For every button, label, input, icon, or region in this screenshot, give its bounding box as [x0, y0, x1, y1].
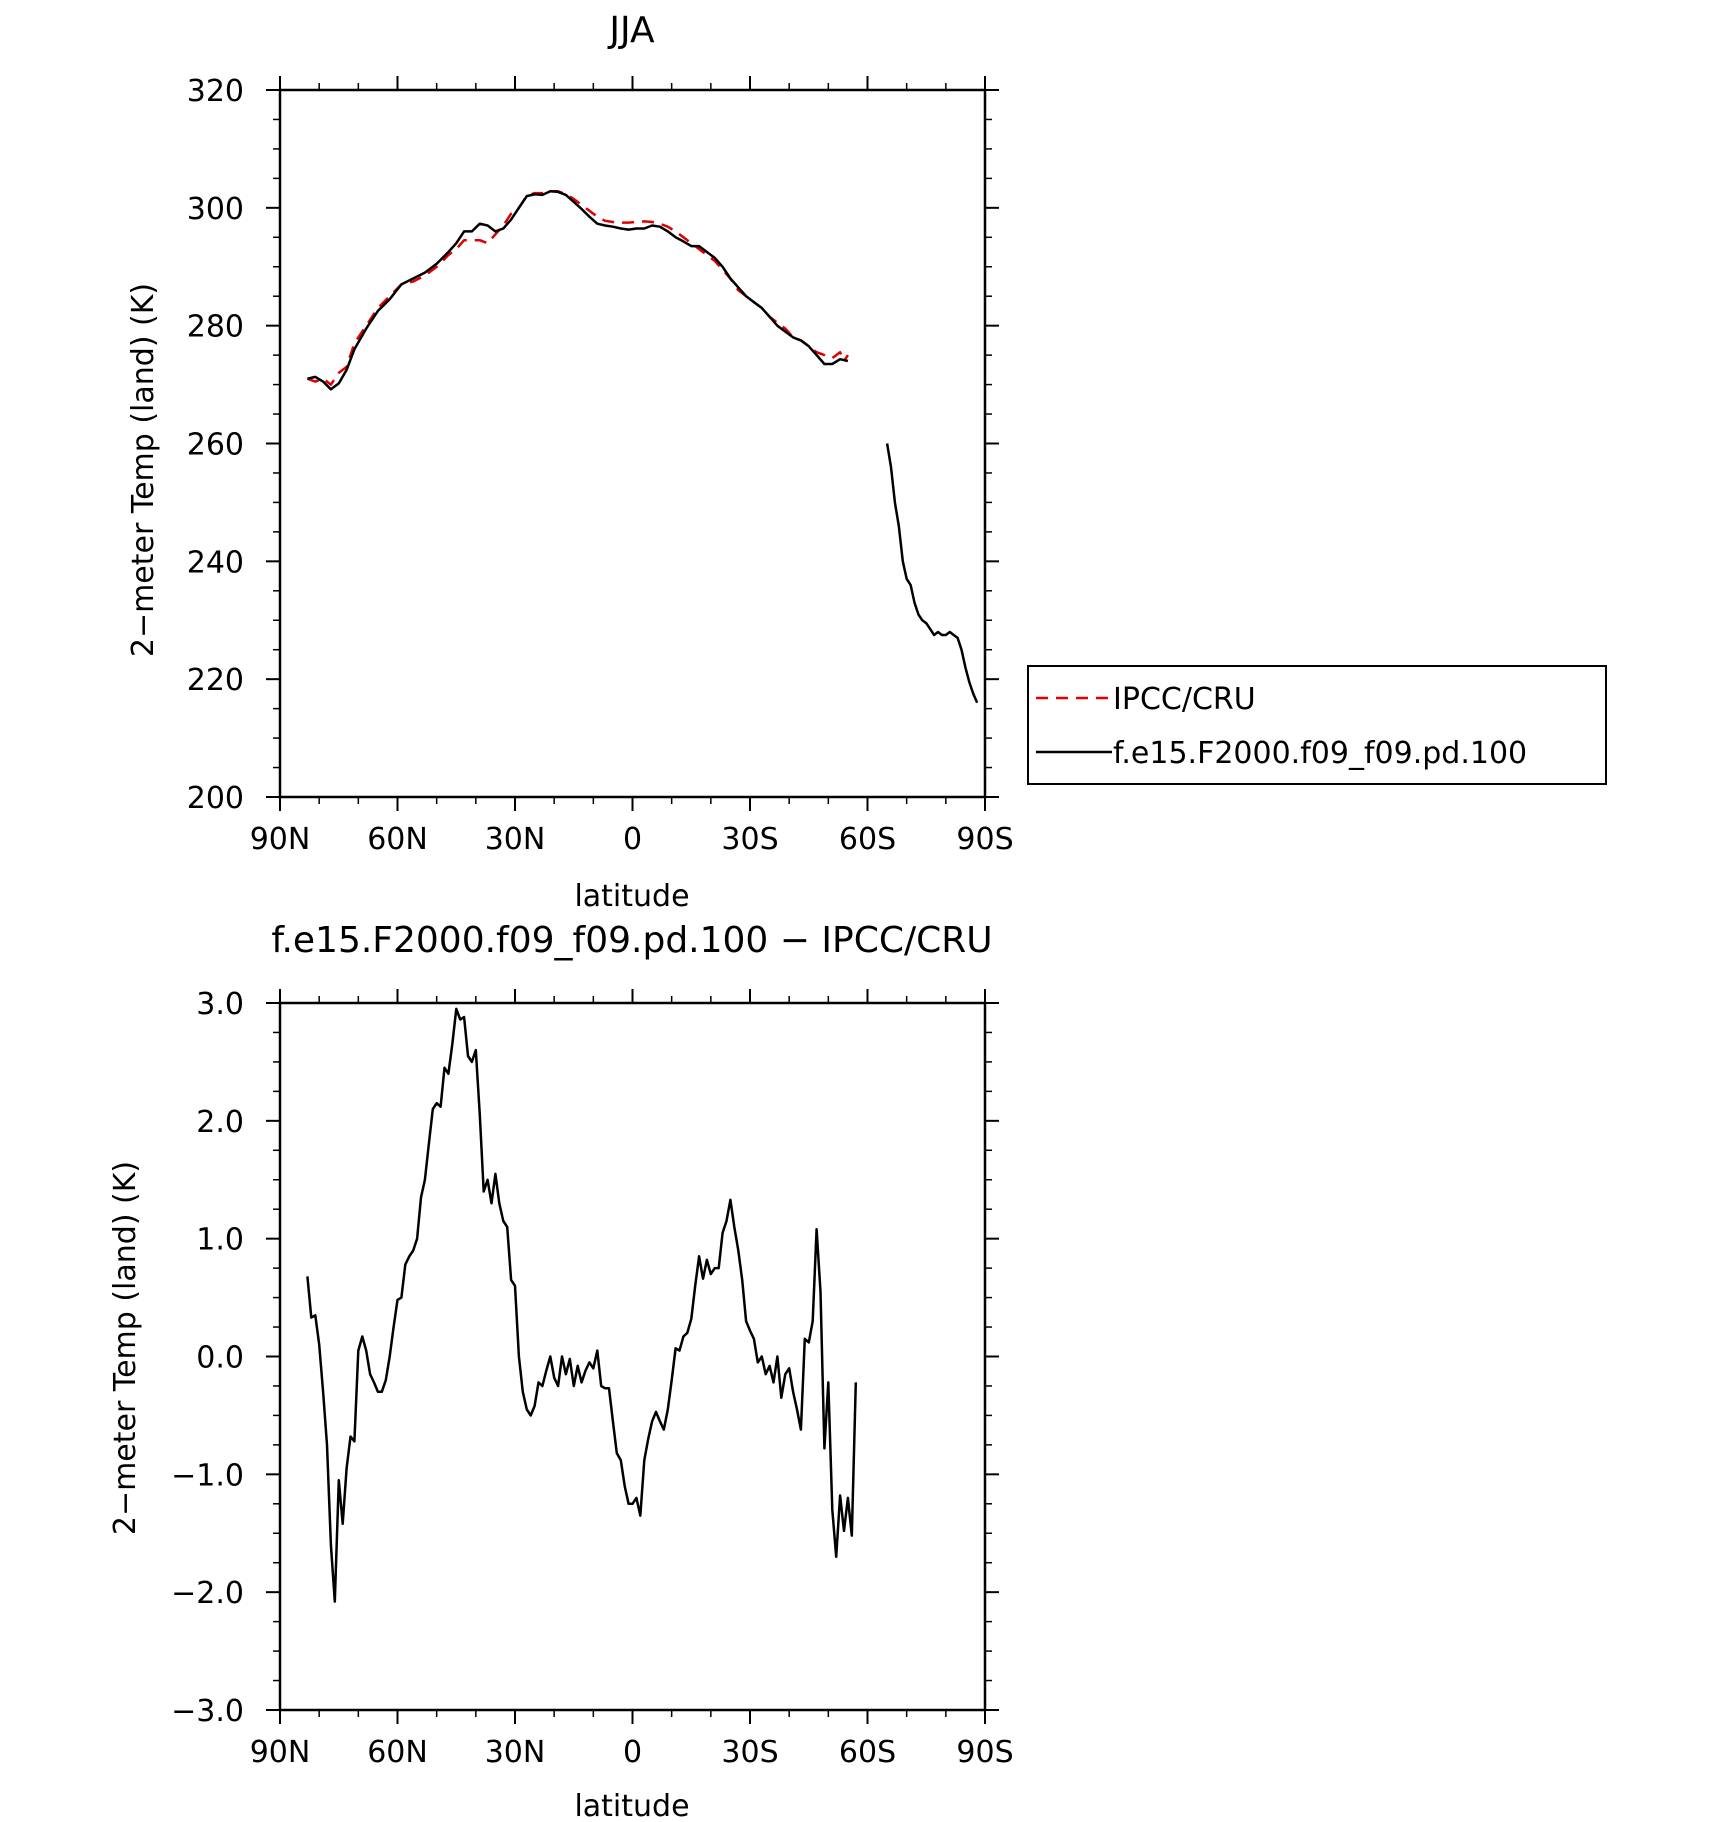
top-y-axis-title: 2−meter Temp (land) (K)	[126, 283, 161, 657]
top-x-tick-label: 60N	[367, 822, 428, 857]
bottom-x-tick-label: 0	[623, 1735, 642, 1770]
top-series-1-segment-0	[307, 190, 849, 391]
top-x-tick-label: 0	[623, 822, 642, 857]
bottom-y-axis-title: 2−meter Temp (land) (K)	[108, 1161, 143, 1535]
top-series-1-segment-1	[885, 443, 979, 704]
bottom-x-tick-label: 30S	[721, 1735, 778, 1770]
bottom-y-tick-label: 3.0	[196, 987, 244, 1022]
legend-box	[1027, 665, 1607, 785]
bottom-y-tick-label: 1.0	[196, 1223, 244, 1258]
bottom-x-tick-label: 90N	[250, 1735, 311, 1770]
top-x-tick-label: 30S	[721, 822, 778, 857]
top-x-tick-label: 90S	[956, 822, 1013, 857]
bottom-series-layer	[306, 1007, 858, 1603]
top-y-tick-label: 220	[187, 663, 244, 698]
bottom-y-tick-label: 0.0	[196, 1341, 244, 1376]
top-axes-layer: 90N 60N 30N 0 30S 60S 90S 200 220 240 260 280 300 320	[187, 74, 1014, 857]
bottom-x-axis-title: latitude	[574, 1789, 689, 1822]
bottom-x-tick-label: 30N	[485, 1735, 546, 1770]
legend: IPCC/CRU f.e15.F2000.f09_f09.pd.100	[1027, 665, 1607, 785]
top-x-tick-label: 30N	[485, 822, 546, 857]
top-series-layer	[306, 190, 979, 704]
top-y-tick-label: 240	[187, 545, 244, 580]
bottom-y-tick-label: −1.0	[171, 1458, 244, 1493]
bottom-y-tick-label: −3.0	[171, 1694, 244, 1729]
bottom-axes-layer: 90N 60N 30N 0 30S 60S 90S −3.0 −2.0 −1.0 0.0 1.0 2.0…	[171, 987, 1013, 1770]
top-y-tick-label: 320	[187, 74, 244, 109]
top-x-axis-title: latitude	[574, 879, 689, 914]
top-series-0-segment-0	[306, 190, 849, 386]
bottom-x-tick-label: 60N	[367, 1735, 428, 1770]
top-y-tick-label: 200	[187, 781, 244, 816]
legend-label-model: f.e15.F2000.f09_f09.pd.100	[1113, 736, 1527, 771]
legend-label-ipcc-cru: IPCC/CRU	[1113, 682, 1256, 717]
bottom-plot-frame	[278, 1001, 987, 1712]
top-y-tick-label: 260	[187, 428, 244, 463]
top-plot-title: JJA	[607, 10, 655, 51]
bottom-series-0-segment-0	[306, 1007, 858, 1603]
top-panel: JJA 90N 60N 30N 0 30S 60S 90S 200 220 240 260 280 30…	[126, 10, 1014, 914]
bottom-y-tick-label: −2.0	[171, 1576, 244, 1611]
top-y-tick-label: 300	[187, 192, 244, 227]
top-y-tick-label: 280	[187, 310, 244, 345]
bottom-x-tick-label: 60S	[839, 1735, 896, 1770]
top-x-tick-label: 90N	[250, 822, 311, 857]
bottom-panel: f.e15.F2000.f09_f09.pd.100 − IPCC/CRU 90…	[108, 920, 1014, 1822]
top-x-tick-label: 60S	[839, 822, 896, 857]
bottom-plot-title: f.e15.F2000.f09_f09.pd.100 − IPCC/CRU	[271, 920, 992, 961]
top-plot-frame	[278, 88, 987, 799]
bottom-y-tick-label: 2.0	[196, 1105, 244, 1140]
bottom-x-tick-label: 90S	[956, 1735, 1013, 1770]
